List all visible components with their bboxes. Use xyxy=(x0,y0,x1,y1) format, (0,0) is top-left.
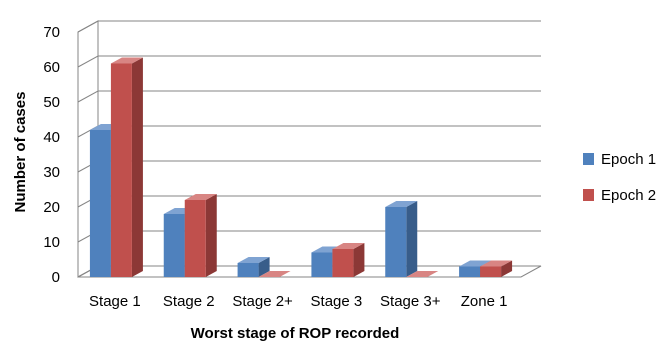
bar-front xyxy=(480,266,502,277)
bar-side xyxy=(501,260,513,277)
x-tick-label: Stage 2 xyxy=(163,293,215,310)
gridline xyxy=(77,55,541,68)
bar-side xyxy=(258,257,270,277)
y-tick-label: 50 xyxy=(43,94,60,111)
gridline xyxy=(77,90,541,103)
x-tick-label: Stage 3 xyxy=(311,293,363,310)
bar-epoch-2-stage-3- xyxy=(406,271,439,277)
x-tick-label: Stage 2+ xyxy=(232,293,293,310)
bar-front xyxy=(332,249,354,277)
gridline xyxy=(77,20,541,33)
bar-side xyxy=(406,201,418,277)
x-tick-label: Stage 1 xyxy=(89,293,141,310)
x-tick-label: Zone 1 xyxy=(461,293,508,310)
x-tick-label: Stage 3+ xyxy=(380,293,441,310)
y-tick-label: 40 xyxy=(43,129,60,146)
gridline xyxy=(77,125,541,138)
x-tick-labels: Stage 1 Stage 2 Stage 2+ Stage 3 Stage 3+ Zon… xyxy=(89,293,507,310)
bar-epoch-2-stage-2- xyxy=(258,271,291,277)
y-tick-label: 20 xyxy=(43,199,60,216)
y-tick-label: 10 xyxy=(43,234,60,251)
bar-top xyxy=(332,243,365,249)
legend-swatch xyxy=(583,153,594,165)
bar-front xyxy=(184,200,206,277)
bar-top xyxy=(385,201,418,207)
y-tick-label: 0 xyxy=(52,269,60,286)
bar-side xyxy=(131,57,143,277)
bar-epoch-1-stage-3- xyxy=(385,201,418,277)
bar-top xyxy=(110,57,143,64)
bar-front xyxy=(311,252,333,277)
y-axis-title: Number of cases xyxy=(12,92,29,213)
bar-front xyxy=(110,63,132,277)
legend-label: Epoch 2 xyxy=(601,187,656,204)
bar-epoch-2-zone-1 xyxy=(480,260,513,277)
bar-top xyxy=(258,271,291,277)
chart-walls xyxy=(77,20,542,278)
x-axis-title: Worst stage of ROP recorded xyxy=(191,325,400,341)
gridlines xyxy=(77,20,541,278)
bar-top xyxy=(480,260,513,267)
bar-side xyxy=(353,243,365,277)
bar-epoch-2-stage-3 xyxy=(332,243,365,277)
bar-top xyxy=(459,260,492,267)
bar-top xyxy=(406,271,439,277)
bar-front xyxy=(459,266,481,277)
bar-front xyxy=(237,263,259,277)
bar-epoch-2-stage-2 xyxy=(184,194,217,277)
legend-swatch xyxy=(583,189,594,201)
gridline xyxy=(77,195,541,208)
y-tick-labels: 0 10 20 30 40 50 60 70 xyxy=(43,24,60,286)
bar-front xyxy=(385,207,407,277)
bar-front xyxy=(89,130,111,277)
gridline xyxy=(77,160,541,173)
bar-top xyxy=(184,194,217,200)
gridline xyxy=(77,230,541,243)
bar-side xyxy=(205,194,217,277)
bar-epoch-2-stage-1 xyxy=(110,57,143,277)
bar-epoch-1-stage-2- xyxy=(237,257,270,277)
bar-front xyxy=(163,214,185,277)
legend: Epoch 1 Epoch 2 xyxy=(583,151,656,204)
y-tick-label: 60 xyxy=(43,59,60,76)
legend-label: Epoch 1 xyxy=(601,151,656,168)
bars xyxy=(89,57,513,277)
bar-top xyxy=(237,257,270,263)
y-tick-label: 70 xyxy=(43,24,60,41)
y-tick-label: 30 xyxy=(43,164,60,181)
